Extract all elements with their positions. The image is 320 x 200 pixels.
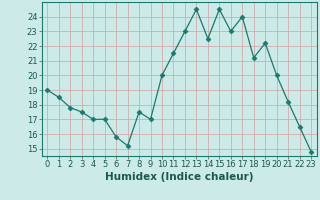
X-axis label: Humidex (Indice chaleur): Humidex (Indice chaleur) <box>105 172 253 182</box>
